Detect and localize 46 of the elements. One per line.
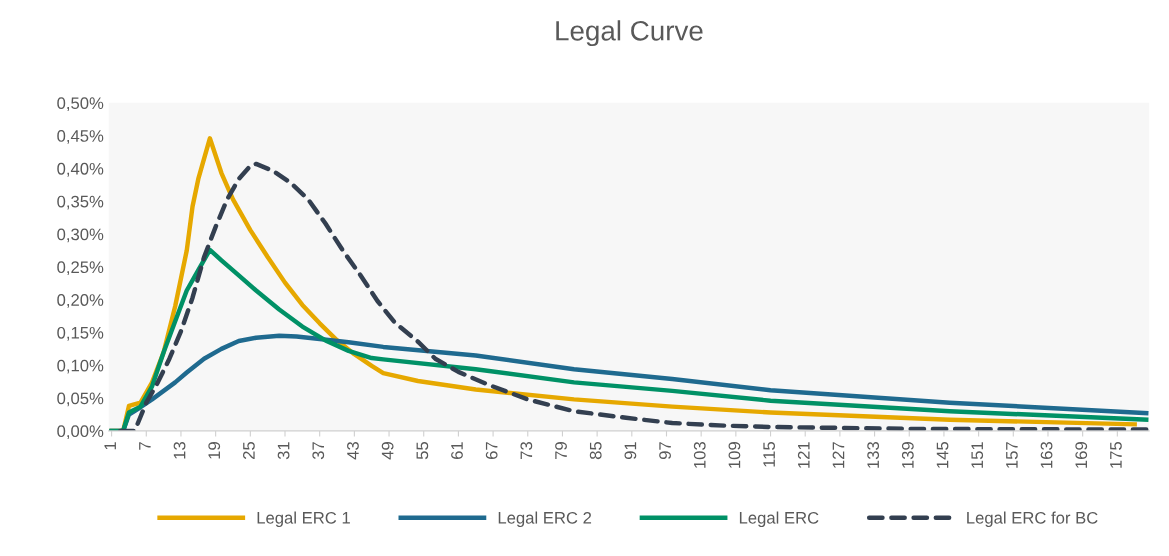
x-tick-label: 61 bbox=[451, 442, 463, 460]
y-tick-label: 0,45% bbox=[57, 130, 104, 144]
y-tick-label: 0,25% bbox=[57, 261, 104, 276]
x-tick-label: 139 bbox=[901, 442, 914, 468]
x-tick-label: 163 bbox=[1040, 442, 1053, 468]
x-tick-label: 175 bbox=[1110, 442, 1122, 468]
x-tick-label: 133 bbox=[867, 442, 880, 468]
y-tick-label: 0,30% bbox=[57, 228, 104, 243]
x-tick-label: 85 bbox=[589, 442, 602, 460]
y-tick-label: 0,10% bbox=[57, 359, 104, 374]
x-tick-label: 67 bbox=[485, 442, 498, 460]
x-tick-label: 73 bbox=[520, 442, 533, 459]
x-tick-label: 109 bbox=[728, 442, 741, 468]
y-tick-label: 0,05% bbox=[57, 392, 104, 407]
x-tick-label: 7 bbox=[139, 442, 151, 450]
x-tick-label: 25 bbox=[243, 442, 255, 460]
y-tick-label: 0,50% bbox=[57, 97, 104, 112]
x-tick-label: 43 bbox=[347, 442, 359, 460]
legend-label: Legal ERC 2 bbox=[498, 511, 592, 528]
legend-label: Legal ERC bbox=[739, 511, 819, 528]
x-tick-label: 55 bbox=[416, 442, 429, 460]
x-tick-label: 97 bbox=[659, 442, 671, 460]
x-tick-label: 49 bbox=[381, 442, 394, 460]
x-tick-label: 79 bbox=[555, 442, 567, 459]
x-tick-label: 103 bbox=[693, 442, 706, 468]
x-tick-label: 127 bbox=[832, 442, 845, 468]
chart-title: Legal Curve bbox=[556, 20, 703, 47]
y-tick-label: 0,20% bbox=[57, 294, 104, 308]
x-tick-label: 91 bbox=[624, 442, 637, 460]
legend-label: Legal ERC for BC bbox=[967, 511, 1098, 528]
x-tick-label: 115 bbox=[763, 442, 776, 467]
x-tick-label: 151 bbox=[971, 442, 984, 468]
x-tick-label: 1 bbox=[104, 442, 116, 450]
legend-label: Legal ERC 1 bbox=[257, 511, 350, 528]
y-tick-label: 0,15% bbox=[57, 326, 104, 341]
x-tick-label: 169 bbox=[1075, 442, 1088, 468]
x-tick-label: 13 bbox=[173, 442, 186, 459]
x-tick-label: 19 bbox=[208, 442, 221, 459]
y-tick-label: 0,40% bbox=[57, 162, 104, 177]
x-tick-label: 31 bbox=[277, 442, 290, 460]
x-tick-label: 157 bbox=[1006, 442, 1018, 468]
x-tick-label: 121 bbox=[797, 442, 810, 468]
x-tick-label: 37 bbox=[312, 442, 325, 460]
y-tick-label: 0,35% bbox=[57, 195, 104, 210]
y-tick-label: 0,00% bbox=[57, 425, 104, 440]
x-tick-label: 145 bbox=[936, 442, 949, 468]
